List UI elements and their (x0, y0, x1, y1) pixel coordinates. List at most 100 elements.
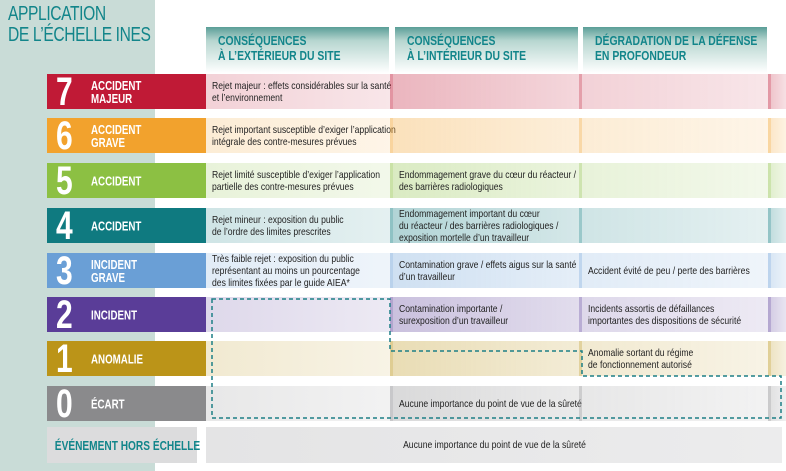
column-header: CONSÉQUENCES À L’INTÉRIEUR DU SITE (395, 27, 578, 73)
cell-text-line: Incidents assortis de défaillances (588, 302, 715, 315)
cell-off-site (206, 341, 390, 376)
cell-text-line: d’un travailleur (399, 270, 456, 283)
level-label-line: ACCIDENT (91, 218, 142, 233)
column-header: CONSÉQUENCES À L’EXTÉRIEUR DU SITE (206, 27, 389, 73)
cell-on-site: Contamination importante / surexposition … (390, 297, 579, 332)
level-label: ACCIDENT GRAVE (91, 123, 141, 149)
cell-on-site: Aucune importance du point de vue de la … (390, 386, 582, 421)
level-badge: 5 ACCIDENT (47, 159, 206, 203)
cell-edge (768, 74, 786, 109)
cell-edge (768, 208, 786, 243)
level-label: ANOMALIE (91, 352, 143, 365)
level-label: ACCIDENT MAJEUR (91, 79, 141, 105)
level-badge: 2 INCIDENT (47, 293, 206, 337)
level-number: 2 (56, 293, 73, 337)
level-label: ÉCART (91, 397, 125, 410)
cell-edge (768, 118, 786, 153)
cell-off-site: Très faible rejet : exposition du public… (206, 253, 392, 289)
cell-on-site (390, 341, 579, 376)
cell-text: Contamination importante / surexposition … (399, 303, 532, 327)
level-number: 5 (56, 159, 73, 203)
cell-text-line: Rejet limité susceptible d’exiger l’appl… (212, 168, 380, 181)
cell-text-line: Très faible rejet : exposition du public (212, 252, 354, 265)
out-of-scale-label: ÉVÉNEMENT HORS ÉCHELLE (47, 427, 201, 463)
cell-text-line: Endommagement grave du cœur du réacteur … (399, 168, 577, 181)
cell-text-line: des limites fixées par le guide AIEA* (212, 276, 350, 289)
level-label: INCIDENT (91, 308, 137, 321)
column-header-line: À L’EXTÉRIEUR DU SITE (218, 48, 341, 63)
cell-text: Rejet mineur : exposition du public de l’… (212, 214, 373, 238)
cell-text: Très faible rejet : exposition du public… (212, 253, 392, 289)
cell-text-line: Rejet majeur : effets considérables sur … (212, 79, 392, 92)
cell-text-line: représentant au moins un pourcentage (212, 264, 360, 277)
cell-on-site (390, 74, 579, 109)
title-line: DE L’ÉCHELLE INES (8, 24, 151, 46)
cell-edge (768, 386, 786, 421)
page-title: APPLICATION DE L’ÉCHELLE INES (8, 4, 151, 46)
out-of-scale-label-text: ÉVÉNEMENT HORS ÉCHELLE (54, 437, 201, 453)
cell-text-line: Rejet important susceptible d’exiger l’a… (212, 123, 396, 136)
level-badge: 6 ACCIDENT GRAVE (47, 114, 206, 158)
cell-defence-in-depth (579, 386, 768, 421)
column-header: DÉGRADATION DE LA DÉFENSE EN PROFONDEUR (583, 27, 767, 73)
cell-defence-in-depth: Incidents assortis de défaillances import… (579, 297, 768, 332)
cell-off-site: Rejet important susceptible d’exiger l’a… (206, 118, 396, 153)
level-badge: 1 ANOMALIE (47, 337, 206, 381)
level-number: 0 (56, 382, 73, 426)
column-header-line: À L’INTÉRIEUR DU SITE (407, 48, 527, 63)
level-row-2: 2 INCIDENT Contamination importante / surex… (47, 293, 786, 337)
cell-text-line: Aucune importance du point de vue de la … (399, 397, 582, 410)
level-label-line: ÉCART (91, 396, 125, 411)
level-row-1: 1 ANOMALIE Anomalie sortant du régime de fo… (47, 337, 786, 381)
cell-text-line: Contamination grave / effets aigus sur l… (399, 258, 577, 271)
cell-defence-in-depth (579, 118, 768, 153)
cell-text-line: Anomalie sortant du régime (588, 346, 694, 359)
cell-off-site: Rejet mineur : exposition du public de l’… (206, 208, 390, 243)
level-badge: 3 INCIDENT GRAVE (47, 249, 206, 293)
cell-edge (768, 297, 786, 332)
level-label-line: ANOMALIE (91, 351, 144, 366)
column-header-line: CONSÉQUENCES (407, 33, 496, 48)
level-number: 6 (56, 114, 73, 158)
level-label: INCIDENT GRAVE (91, 258, 137, 284)
level-badge: 4 ACCIDENT (47, 204, 206, 248)
cell-text: Rejet majeur : effets considérables sur … (212, 80, 431, 104)
cell-defence-in-depth (579, 208, 768, 243)
cell-text-line: importantes des dispositions de sécurité (588, 314, 742, 327)
cell-defence-in-depth (579, 163, 768, 198)
cell-off-site (206, 386, 390, 421)
level-row-4: 4 ACCIDENT Rejet mineur : exposition du pu… (47, 204, 786, 248)
cell-text-line: de l’ordre des limites prescrites (212, 225, 331, 238)
cell-defence-in-depth: Anomalie sortant du régime de fonctionnem… (579, 341, 768, 376)
cell-text-line: Contamination importante / (399, 302, 503, 315)
level-label: ACCIDENT (91, 219, 141, 232)
level-row-7: 7 ACCIDENT MAJEUR Rejet majeur : effets con… (47, 70, 786, 114)
cell-off-site: Rejet majeur : effets considérables sur … (206, 74, 391, 109)
out-of-scale-description: Aucune importance du point de vue de la … (206, 427, 782, 463)
cell-text-line: partielle des contre-mesures prévues (212, 180, 354, 193)
level-number: 1 (56, 337, 73, 381)
cell-text-line: Accident évité de peu / perte des barriè… (588, 264, 750, 277)
level-label-line: ACCIDENT (91, 173, 142, 188)
level-badge: 7 ACCIDENT MAJEUR (47, 70, 206, 114)
cell-text: Anomalie sortant du régime de fonctionnem… (588, 347, 716, 371)
cell-on-site: Contamination grave / effets aigus sur l… (390, 253, 579, 288)
cell-text: Endommagement important du cœur du réacte… (399, 208, 593, 244)
cell-edge (768, 253, 786, 288)
out-of-scale-text: Aucune importance du point de vue de la … (402, 439, 586, 451)
cell-text-line: Endommagement important du cœur (399, 207, 540, 220)
cell-text-line: Rejet mineur : exposition du public (212, 213, 344, 226)
cell-on-site: Endommagement grave du cœur du réacteur … (390, 163, 579, 198)
cell-text-line: des barrières radiologiques (399, 180, 503, 193)
level-row-0: 0 ÉCART Aucune importance du point de vue … (47, 382, 786, 426)
level-number: 3 (56, 249, 73, 293)
cell-edge (768, 163, 786, 198)
cell-text-line: intégrale des contre-mesures prévues (212, 135, 357, 148)
level-label-line: GRAVE (91, 269, 125, 285)
cell-text-line: de fonctionnement autorisé (588, 358, 692, 371)
column-header-line: DÉGRADATION DE LA DÉFENSE (595, 33, 758, 48)
level-row-5: 5 ACCIDENT Rejet limité susceptible d’exig… (47, 159, 786, 203)
cell-text-line: et l’environnement (212, 91, 283, 104)
cell-text: Rejet limité susceptible d’exiger l’appl… (212, 169, 417, 193)
column-header-line: EN PROFONDEUR (595, 48, 687, 63)
